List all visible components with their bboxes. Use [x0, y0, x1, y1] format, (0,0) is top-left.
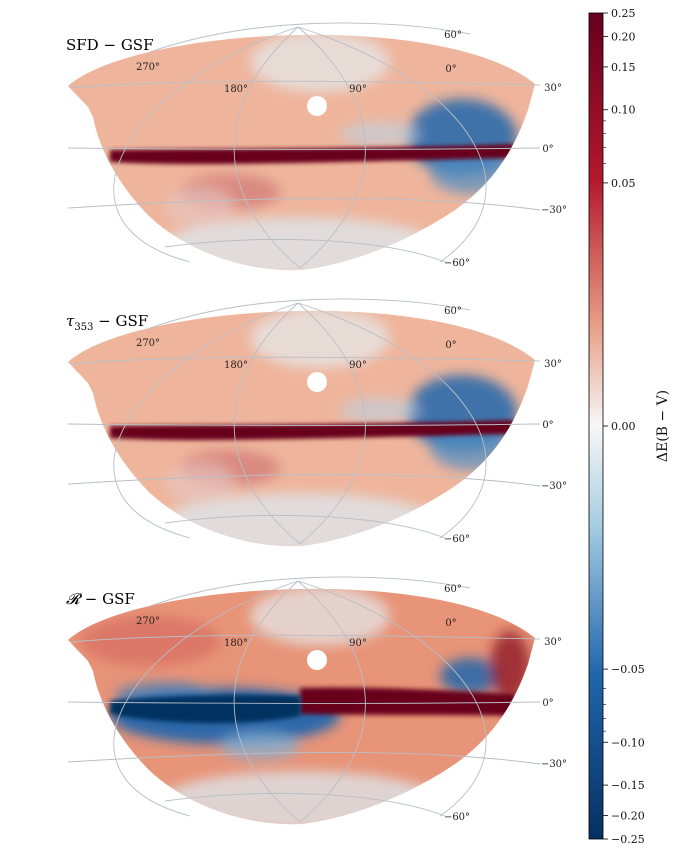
panel-title-main: 𝓡: [66, 590, 83, 608]
longitude-label: 270°: [136, 62, 160, 73]
latitude-label: 0°: [542, 420, 553, 431]
sky-map: [68, 310, 535, 547]
latitude-label: −60°: [444, 534, 470, 545]
longitude-line: [297, 580, 487, 817]
latitude-label: −30°: [541, 481, 567, 492]
positive-difference-region: [165, 463, 235, 503]
latitude-label: 0°: [542, 144, 553, 155]
longitude-line: [297, 580, 366, 823]
longitude-label: 180°: [224, 638, 248, 649]
negative-difference-region: [220, 732, 300, 760]
latitude-label: 60°: [444, 306, 462, 317]
map-panel-tau353: τ353 − GSF 270° 180° 90° 0° 60° 30° 0° −30° −60°: [66, 298, 567, 547]
negative-difference-region: [340, 122, 420, 146]
latitude-label: −60°: [444, 812, 470, 823]
north-low-difference-region: [250, 588, 390, 646]
latitude-line: [164, 793, 446, 817]
longitude-line: [233, 580, 301, 823]
panel-title-rest: − GSF: [93, 312, 148, 330]
latitude-label: 30°: [544, 359, 562, 370]
latitude-label: 60°: [444, 584, 462, 595]
negative-difference-region: [340, 398, 420, 422]
panel-title: 𝓡 − GSF: [66, 590, 135, 608]
masked-region: [307, 96, 327, 116]
positive-difference-region: [165, 187, 235, 227]
galactic-plane-negative-band: [110, 694, 300, 724]
graticule: [67, 576, 541, 823]
latitude-line: [149, 298, 471, 329]
panel-title-subscript: 353: [74, 322, 93, 333]
longitude-line: [113, 302, 299, 539]
positive-difference-region: [490, 631, 530, 701]
latitude-line: [164, 239, 446, 263]
longitude-label: 0°: [445, 618, 456, 629]
longitude-label: 270°: [136, 338, 160, 349]
latitude-label: 30°: [544, 637, 562, 648]
galactic-plane-positive-band: [300, 687, 515, 716]
latitude-line: [69, 634, 541, 643]
latitude-line: [67, 701, 541, 704]
colorbar-tick-label: 0.20: [611, 31, 636, 44]
longitude-label: 0°: [445, 340, 456, 351]
longitude-label: 90°: [349, 360, 367, 371]
panel-title-main: τ: [66, 312, 75, 330]
latitude-line: [149, 576, 471, 607]
colorbar-tick-label: 0.25: [611, 7, 636, 20]
panel-title: τ353 − GSF: [66, 312, 148, 333]
colorbar-tick-label: −0.20: [611, 809, 645, 822]
latitude-line: [149, 22, 471, 53]
latitude-line: [164, 515, 446, 539]
latitude-line: [69, 356, 541, 365]
masked-region: [307, 372, 327, 392]
latitude-label: −30°: [541, 205, 567, 216]
graticule: [67, 298, 541, 545]
masked-region: [307, 650, 327, 670]
colorbar: 0.25 0.20 0.15 0.10 0.05 0.00 −0.05 −0.10 −0.15 −…: [588, 7, 671, 846]
panel-title-rest: − GSF: [80, 590, 135, 608]
colorbar-tick-label: −0.05: [611, 663, 645, 676]
longitude-label: 0°: [445, 64, 456, 75]
colorbar-ticks: 0.25 0.20 0.15 0.10 0.05 0.00 −0.05 −0.10 −0.15 −…: [603, 7, 645, 846]
map-panel-sfd: SFD − GSF 270° 180° 90° 0° 60° 30° 0° −30° −60°: [66, 22, 567, 271]
latitude-label: −60°: [444, 258, 470, 269]
longitude-label: 90°: [349, 638, 367, 649]
colorbar-tick-label: −0.15: [611, 779, 645, 792]
colorbar-gradient: [588, 12, 604, 840]
latitude-label: 0°: [542, 698, 553, 709]
latitude-label: 60°: [444, 30, 462, 41]
colorbar-axis-label: ΔE(B − V): [655, 390, 671, 462]
north-low-difference-region: [250, 310, 390, 368]
latitude-line: [67, 147, 541, 150]
colorbar-tick-label: 0.15: [611, 61, 636, 74]
colorbar-tick-label: 0.10: [611, 104, 636, 117]
panel-title: SFD − GSF: [66, 36, 153, 54]
longitude-line: [113, 26, 299, 263]
colorbar-tick-label: −0.10: [611, 736, 645, 749]
colorbar-tick-label: 0.00: [611, 420, 636, 433]
colorbar-tick-label: 0.05: [611, 177, 636, 190]
colorbar-tick-label: −0.25: [611, 833, 645, 846]
longitude-label: 90°: [349, 84, 367, 95]
longitude-line: [297, 26, 487, 263]
longitude-line: [297, 302, 366, 545]
latitude-line: [69, 80, 541, 89]
longitude-label: 180°: [224, 360, 248, 371]
galactic-plane-band: [110, 687, 515, 724]
longitude-line: [297, 302, 487, 539]
graticule: [67, 22, 541, 269]
longitude-line: [233, 302, 301, 545]
longitude-label: 270°: [136, 616, 160, 627]
latitude-label: 30°: [544, 83, 562, 94]
longitude-line: [113, 580, 299, 817]
north-low-difference-region: [250, 34, 390, 92]
negative-difference-region: [440, 658, 500, 694]
longitude-label: 180°: [224, 84, 248, 95]
latitude-label: −30°: [541, 759, 567, 770]
positive-difference-region: [80, 616, 220, 666]
longitude-line: [297, 26, 366, 269]
longitude-line: [233, 26, 301, 269]
latitude-line: [67, 423, 541, 426]
